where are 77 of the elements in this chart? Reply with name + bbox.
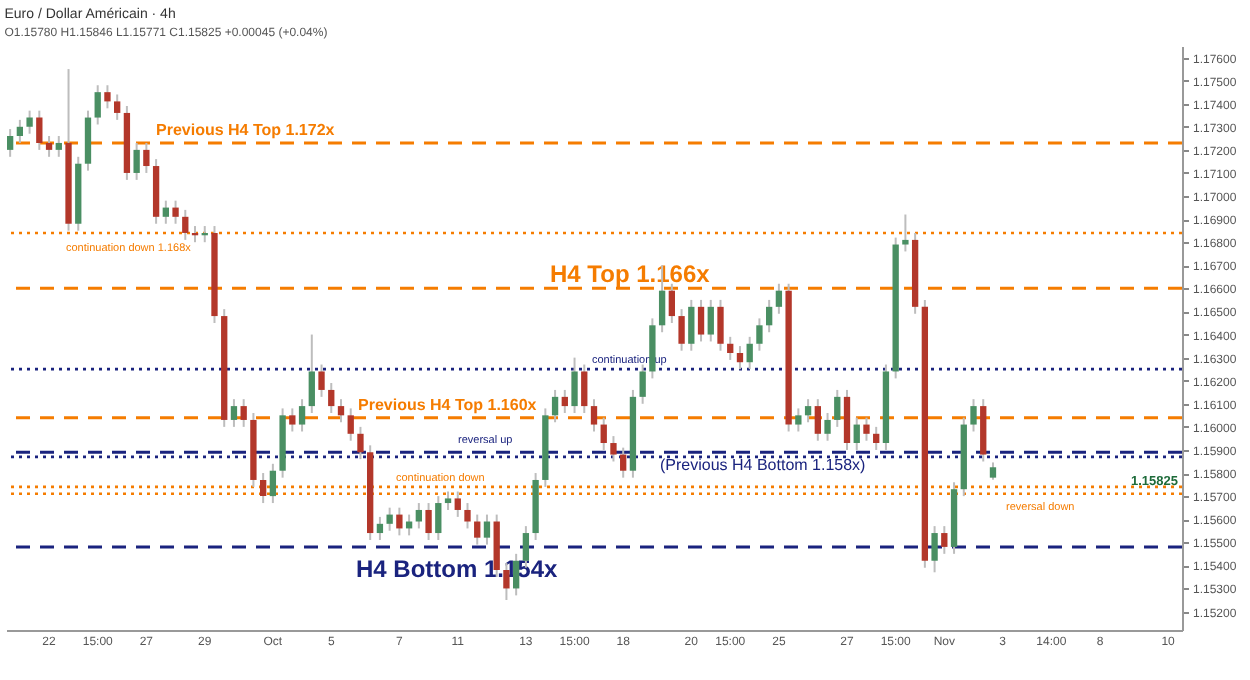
candlestick [571,356,578,415]
candlestick [464,502,471,530]
candlestick [6,128,14,158]
candlestick [415,502,422,530]
candlestick [376,515,384,541]
candlestick [444,490,452,511]
ref-line-label: Previous H4 Top 1.160x [358,395,538,414]
candlestick [756,317,763,352]
candlestick [308,333,315,415]
candlestick [328,382,335,415]
candlestick [814,398,821,442]
candlestick [610,435,617,463]
candlestick [425,502,432,541]
candlestick [240,398,247,428]
candlestick [561,388,568,415]
candlestick [435,495,442,541]
candlestick [678,308,685,352]
candlestick [590,398,598,433]
candlestick [259,472,267,505]
candlestick [941,525,948,555]
candlestick [639,363,646,405]
candlestick [114,93,121,121]
candlestick [688,298,695,352]
candlestick [474,513,481,546]
candlestick [717,298,724,352]
candlestick [396,506,403,537]
candlestick [386,506,393,532]
candlestick [970,398,977,433]
candlestick [843,388,851,451]
candlestick [775,282,783,315]
candlestick [824,412,831,442]
candlestick [347,407,354,442]
candlestick [551,388,559,424]
candlestick [863,416,870,442]
candlestick [172,199,179,225]
candlestick [707,298,714,343]
candlestick [649,317,656,380]
candlestick [143,141,150,174]
candlestick [357,425,364,461]
candlestick [337,398,345,424]
candlestick [36,109,43,151]
candlestick [600,416,607,451]
candlestick [454,490,461,518]
candlestick [697,298,705,343]
candlestick [94,84,101,126]
candlestick [26,109,33,135]
candlestick [104,84,111,110]
candlestick [230,398,238,428]
candlestick [162,199,169,225]
candlestick [736,345,744,371]
candlestick [668,282,676,324]
candlestick [133,141,140,181]
candlestick [483,513,491,546]
candlestick [804,398,812,424]
candlestick [16,118,24,144]
candlestick [853,416,860,451]
ref-line-label: Previous H4 Top 1.172x [156,120,336,139]
candlestick [834,388,841,428]
candlestick [620,446,627,479]
candlestick [766,298,773,334]
candlestick [795,407,802,433]
candlestick [931,525,938,574]
candlestick [182,208,189,241]
candlestick [45,135,53,158]
ref-line-label: (Previous H4 Bottom 1.158x) [660,456,867,475]
candlestick [902,213,909,253]
candlestick [55,135,62,158]
candlestick [746,335,753,371]
candlestick [269,462,277,505]
candlestick [727,335,734,361]
candlestick [318,363,325,398]
candlestick [289,407,296,433]
candlestick [298,398,306,433]
ref-line-label: H4 Top 1.166x [550,260,711,289]
candlestick [84,109,92,172]
candlestick [873,425,880,451]
candlestick [581,363,588,415]
